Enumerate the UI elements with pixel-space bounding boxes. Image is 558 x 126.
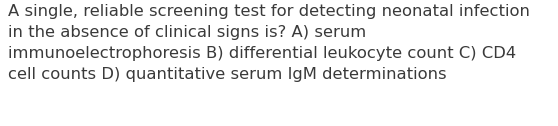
Text: A single, reliable screening test for detecting neonatal infection
in the absenc: A single, reliable screening test for de…	[8, 4, 530, 82]
